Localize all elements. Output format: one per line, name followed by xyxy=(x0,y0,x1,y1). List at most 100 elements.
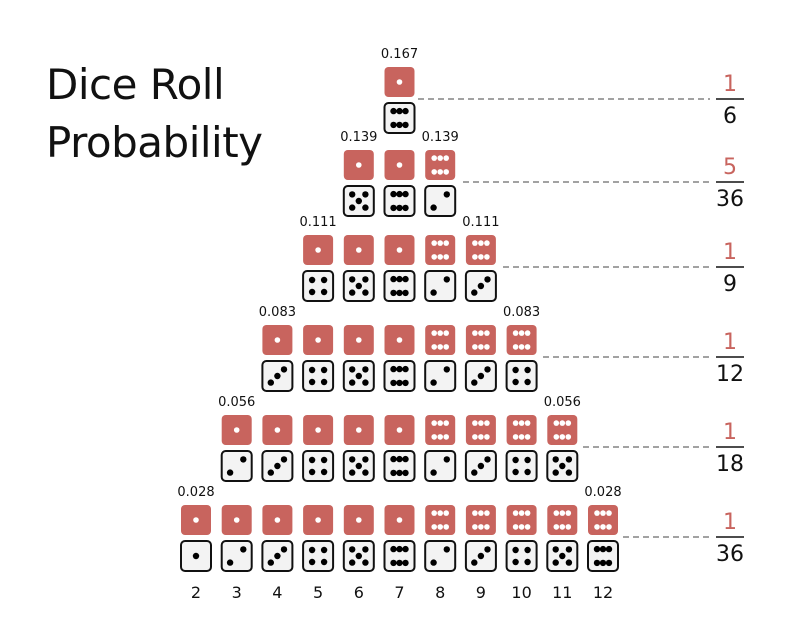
white-die-sum-9-pip xyxy=(477,462,485,470)
white-die-sum-7-pip xyxy=(390,379,397,387)
red-die-sum-9-pip xyxy=(472,420,478,426)
red-die-sum-10 xyxy=(506,325,537,355)
white-die-sum-6-pip xyxy=(362,456,369,463)
white-die-sum-10-pip xyxy=(512,558,519,566)
red-die-sum-9-pip xyxy=(472,524,478,530)
white-die-sum-8-pip xyxy=(430,204,437,211)
white-die-sum-11-pip xyxy=(552,546,559,553)
red-die-sum-10-pip xyxy=(512,510,519,516)
white-die-sum-7-pip xyxy=(402,559,409,567)
fraction-numerator: 1 xyxy=(723,72,737,97)
white-die-sum-10-face xyxy=(505,360,538,392)
red-die-sum-4-pip xyxy=(274,517,281,523)
red-die-sum-3-pip xyxy=(233,517,240,523)
fraction-denominator: 36 xyxy=(716,542,744,567)
red-die-sum-10-face xyxy=(506,505,537,535)
white-die-sum-7-pip xyxy=(402,107,409,115)
red-die-sum-10 xyxy=(506,415,537,445)
red-die-sum-9-pip xyxy=(478,420,484,426)
red-die-sum-8-pip xyxy=(431,155,438,161)
sum-label: 7 xyxy=(394,583,404,602)
red-die-sum-8-pip xyxy=(431,420,438,426)
white-die-sum-8-pip xyxy=(430,559,437,566)
red-die-sum-2-pip xyxy=(193,517,199,523)
red-die-sum-8-pip xyxy=(443,155,450,161)
white-die-sum-6-pip xyxy=(349,469,356,476)
white-die-sum-10-pip xyxy=(524,378,531,386)
red-die-sum-8-pip xyxy=(437,169,444,175)
title-line-1: Dice Roll xyxy=(46,60,225,109)
white-die-sum-9-pip xyxy=(471,289,478,296)
white-die-sum-10-pip xyxy=(512,546,519,554)
white-die-sum-9 xyxy=(464,450,497,482)
sum-label: 4 xyxy=(272,583,282,602)
white-die-sum-7-pip xyxy=(390,289,397,297)
white-die-sum-7-pip xyxy=(396,107,403,115)
white-die-sum-5-pip xyxy=(308,378,316,386)
red-die-sum-9 xyxy=(465,505,496,535)
white-die-sum-5-pip xyxy=(320,288,328,296)
probability-label: 0.083 xyxy=(503,305,540,320)
red-die-sum-4 xyxy=(262,415,293,445)
white-die-sum-6-pip xyxy=(362,289,369,296)
white-die-sum-5-face xyxy=(302,360,335,392)
white-die-sum-6 xyxy=(342,270,375,302)
white-die-sum-6-pip xyxy=(355,282,362,290)
fraction-denominator: 36 xyxy=(716,187,744,212)
white-die-sum-4 xyxy=(261,540,294,572)
white-die-sum-8-pip xyxy=(443,276,450,283)
white-die-sum-6 xyxy=(342,450,375,482)
red-die-sum-7-pip xyxy=(396,427,403,433)
red-die-sum-8-pip xyxy=(443,524,450,530)
fraction-denominator: 9 xyxy=(723,272,737,297)
white-die-sum-4-pip xyxy=(274,462,281,470)
red-die-sum-10-pip xyxy=(512,344,519,350)
white-die-sum-5-pip xyxy=(308,468,316,476)
white-die-sum-12-pip xyxy=(593,545,601,553)
red-die-sum-10 xyxy=(506,505,537,535)
red-die-sum-10-pip xyxy=(524,344,531,350)
white-die-sum-9-pip xyxy=(477,372,485,380)
white-die-sum-8 xyxy=(424,450,457,482)
white-die-sum-5 xyxy=(302,360,335,392)
white-die-sum-7-pip xyxy=(390,107,397,115)
white-die-sum-7-pip xyxy=(396,275,403,283)
white-die-sum-6-pip xyxy=(362,191,369,198)
white-die-sum-6 xyxy=(342,185,375,217)
white-die-sum-7-pip xyxy=(396,559,403,567)
red-die-sum-11 xyxy=(547,415,578,445)
probability-label: 0.111 xyxy=(462,215,499,230)
red-die-sum-7-pip xyxy=(396,247,403,253)
white-die-sum-7-pip xyxy=(402,190,409,198)
white-die-sum-5-pip xyxy=(320,558,328,566)
red-die-sum-12-pip xyxy=(600,524,606,530)
white-die-sum-7-pip xyxy=(402,289,409,297)
white-die-sum-10 xyxy=(505,360,538,392)
white-die-sum-7-pip xyxy=(402,545,409,553)
white-die-sum-8-pip xyxy=(443,366,450,373)
red-die-sum-8-face xyxy=(425,235,456,265)
red-die-sum-9-pip xyxy=(472,510,478,516)
red-die-sum-7 xyxy=(384,505,415,535)
red-die-sum-11-face xyxy=(547,505,578,535)
red-die-sum-6 xyxy=(343,415,374,445)
white-die-sum-7-pip xyxy=(396,365,403,373)
white-die-sum-7-pip xyxy=(390,455,397,463)
white-die-sum-8-pip xyxy=(443,546,450,553)
white-die-sum-8 xyxy=(424,270,457,302)
white-die-sum-5-pip xyxy=(308,366,316,374)
red-die-sum-8-pip xyxy=(437,524,444,530)
white-die-sum-6-pip xyxy=(349,204,356,211)
white-die-sum-4 xyxy=(261,450,294,482)
white-die-sum-12-pip xyxy=(599,545,607,553)
red-die-sum-8-pip xyxy=(437,254,444,260)
red-die-sum-9-face xyxy=(465,415,496,445)
red-die-sum-8-pip xyxy=(437,240,444,246)
probability-label: 0.028 xyxy=(584,485,621,500)
red-die-sum-6 xyxy=(343,235,374,265)
white-die-sum-6-pip xyxy=(362,204,369,211)
red-die-sum-7 xyxy=(384,235,415,265)
white-die-sum-5-pip xyxy=(320,276,328,284)
white-die-sum-9-pip xyxy=(477,552,485,560)
